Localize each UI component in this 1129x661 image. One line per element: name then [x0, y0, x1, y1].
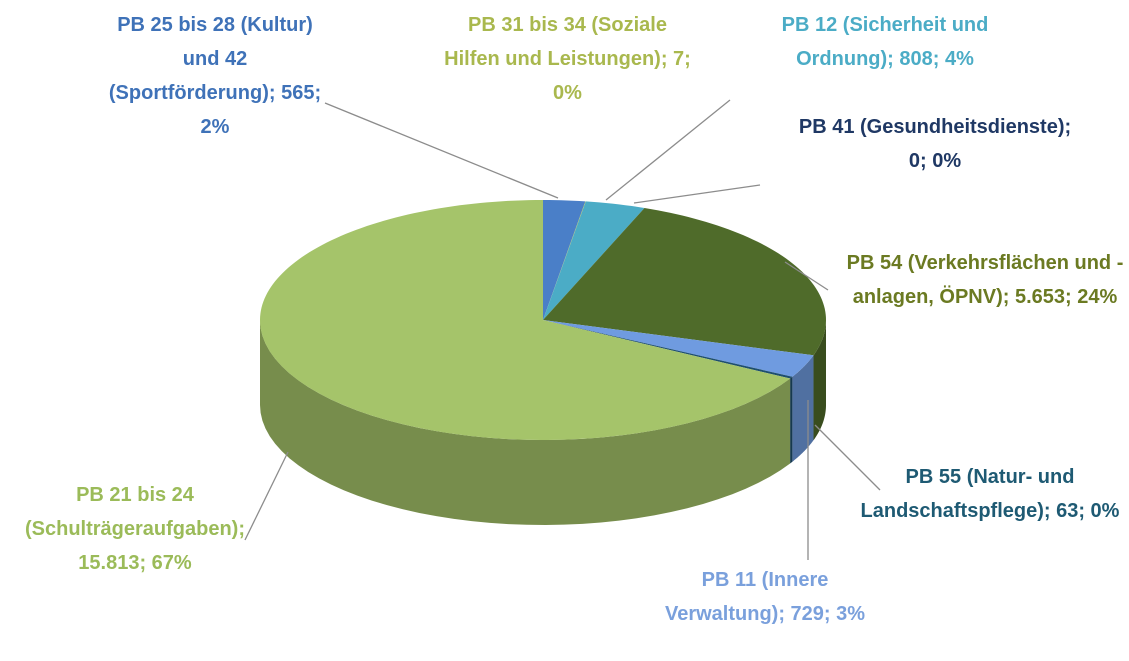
- wedge: [543, 207, 826, 356]
- wedge-side: [790, 376, 793, 464]
- wedge: [260, 200, 791, 440]
- data-label: PB 25 bis 28 (Kultur) und 42 (Sportförde…: [108, 14, 322, 138]
- data-label: PB 55 (Natur- und Landschaftspflege); 63…: [860, 466, 1120, 522]
- wedge: [543, 320, 793, 379]
- wedge: [543, 201, 645, 320]
- leader-line: [605, 99, 731, 201]
- leader-line: [633, 184, 761, 204]
- data-label: PB 11 (Innere Verwaltung); 729; 3%: [664, 569, 866, 625]
- leader-line: [244, 451, 289, 541]
- data-label: PB 21 bis 24 (Schulträgeraufgaben); 15.8…: [24, 484, 246, 574]
- wedge: [543, 200, 586, 320]
- data-label: PB 41 (Gesundheitsdienste); 0; 0%: [798, 116, 1072, 172]
- wedge: [543, 201, 586, 320]
- data-label: PB 12 (Sicherheit und Ordnung); 808; 4%: [781, 14, 989, 70]
- leader-line: [814, 424, 881, 491]
- leader-line: [324, 102, 559, 199]
- data-label: PB 54 (Verkehrsflächen und -anlagen, ÖPN…: [846, 252, 1124, 308]
- wedge-side: [813, 320, 826, 441]
- wedge: [543, 320, 814, 377]
- wedge-side: [260, 320, 791, 525]
- data-label: PB 31 bis 34 (Soziale Hilfen und Leistun…: [444, 14, 691, 104]
- leader-line: [784, 261, 829, 291]
